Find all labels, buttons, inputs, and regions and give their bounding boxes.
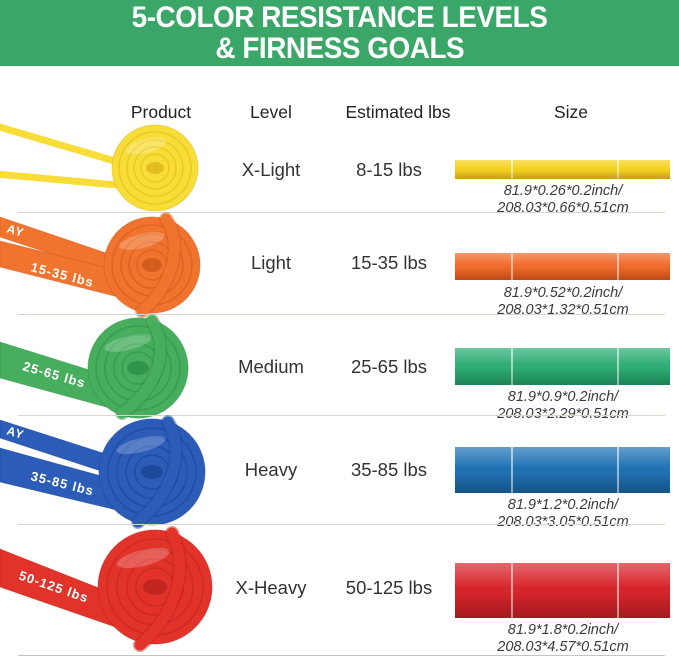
band-strand [0, 170, 129, 190]
level-label: Medium [238, 356, 304, 377]
coil-highlight [125, 137, 167, 155]
header-banner: 5-COLOR RESISTANCE LEVELS & FIRNESS GOAL… [0, 0, 679, 66]
size-cm: 208.03*1.32*0.51cm [497, 302, 629, 318]
size-inch: 81.9*0.9*0.2inch/ [507, 389, 619, 405]
column-header-estimated-lbs: Estimated lbs [345, 102, 451, 122]
table-row-red: 50-125 lbs X-Heavy 50-125 lbs 81.9*1.8*0… [0, 526, 679, 656]
band-coil-red: 50-125 lbs [0, 526, 213, 652]
size-caption: 81.9*1.2*0.2inch/ 208.03*3.05*0.51cm [448, 497, 678, 531]
band-coil-blue: AY 35-85 lbs [0, 415, 206, 529]
size-inch: 81.9*1.2*0.2inch/ [507, 497, 619, 513]
band-coil-green: 25-65 lbs [0, 314, 189, 420]
size-inch: 81.9*1.8*0.2inch/ [507, 622, 619, 638]
estimated-lbs-value: 15-35 lbs [350, 252, 428, 273]
table-row-yellow: X-Light 8-15 lbs 81.9*0.26*0.2inch/ 208.… [0, 122, 679, 216]
bar-separator [617, 563, 620, 618]
band-corner-print: AY [5, 423, 26, 442]
row-divider [18, 415, 665, 416]
bar-separator [617, 253, 620, 280]
bar-separator [510, 253, 513, 280]
bar-separator [617, 348, 620, 385]
level-label: X-Light [241, 159, 301, 180]
band-strap [116, 315, 166, 419]
level-label: Light [250, 252, 292, 273]
table-row-blue: AY 35-85 lbs Heavy 35-85 lbs 81.9*1.2*0.… [0, 415, 679, 530]
bar-separator [617, 160, 620, 179]
bar-separator [510, 563, 513, 618]
coil-highlight [104, 334, 152, 352]
band-strap [132, 416, 182, 528]
column-header-product: Product [130, 102, 192, 122]
size-cm: 208.03*2.29*0.51cm [497, 406, 629, 422]
coil-highlight [116, 547, 170, 569]
band-coil-orange: AY 15-35 lbs [0, 212, 201, 318]
size-cm: 208.03*3.05*0.51cm [497, 514, 629, 530]
coil-highlight [119, 232, 165, 250]
band-size-bar [455, 253, 670, 280]
column-header-level: Level [250, 102, 292, 122]
table-row-orange: AY 15-35 lbs Light 15-35 lbs 81.9*0.52*0… [0, 212, 679, 318]
size-caption: 81.9*0.9*0.2inch/ 208.03*2.29*0.51cm [448, 389, 678, 423]
coil-highlight [116, 435, 166, 455]
size-cm: 208.03*4.57*0.51cm [497, 639, 629, 655]
band-size-bar [455, 447, 670, 493]
bar-separator [510, 160, 513, 179]
estimated-lbs-value: 50-125 lbs [345, 577, 433, 598]
bar-separator [617, 447, 620, 493]
estimated-lbs-value: 8-15 lbs [356, 159, 422, 180]
band-corner-print: AY [5, 221, 26, 240]
title-line-1: 5-COLOR RESISTANCE LEVELS [131, 1, 548, 34]
band-size-bar [455, 160, 670, 179]
band-coil [111, 124, 199, 212]
size-inch: 81.9*0.52*0.2inch/ [503, 285, 623, 301]
estimated-lbs-value: 25-65 lbs [350, 356, 428, 377]
row-divider [18, 524, 665, 525]
level-label: Heavy [244, 459, 298, 480]
band-strand [0, 123, 126, 168]
band-coil-yellow [0, 123, 199, 212]
bar-separator [510, 447, 513, 493]
band-size-bar [455, 563, 670, 618]
bar-separator [510, 348, 513, 385]
band-strap [134, 527, 186, 651]
level-label: X-Heavy [235, 577, 307, 598]
title-line-2: & FIRNESS GOALS [215, 32, 464, 65]
row-divider [18, 314, 665, 315]
table-row-green: 25-65 lbs Medium 25-65 lbs 81.9*0.9*0.2i… [0, 314, 679, 422]
estimated-lbs-value: 35-85 lbs [350, 459, 428, 480]
size-inch: 81.9*0.26*0.2inch/ [503, 183, 623, 199]
row-divider [18, 655, 665, 656]
column-header-size: Size [553, 102, 589, 122]
size-caption: 81.9*1.8*0.2inch/ 208.03*4.57*0.51cm [448, 622, 678, 656]
band-size-bar [455, 348, 670, 385]
row-divider [18, 212, 665, 213]
band-strap [136, 213, 180, 317]
